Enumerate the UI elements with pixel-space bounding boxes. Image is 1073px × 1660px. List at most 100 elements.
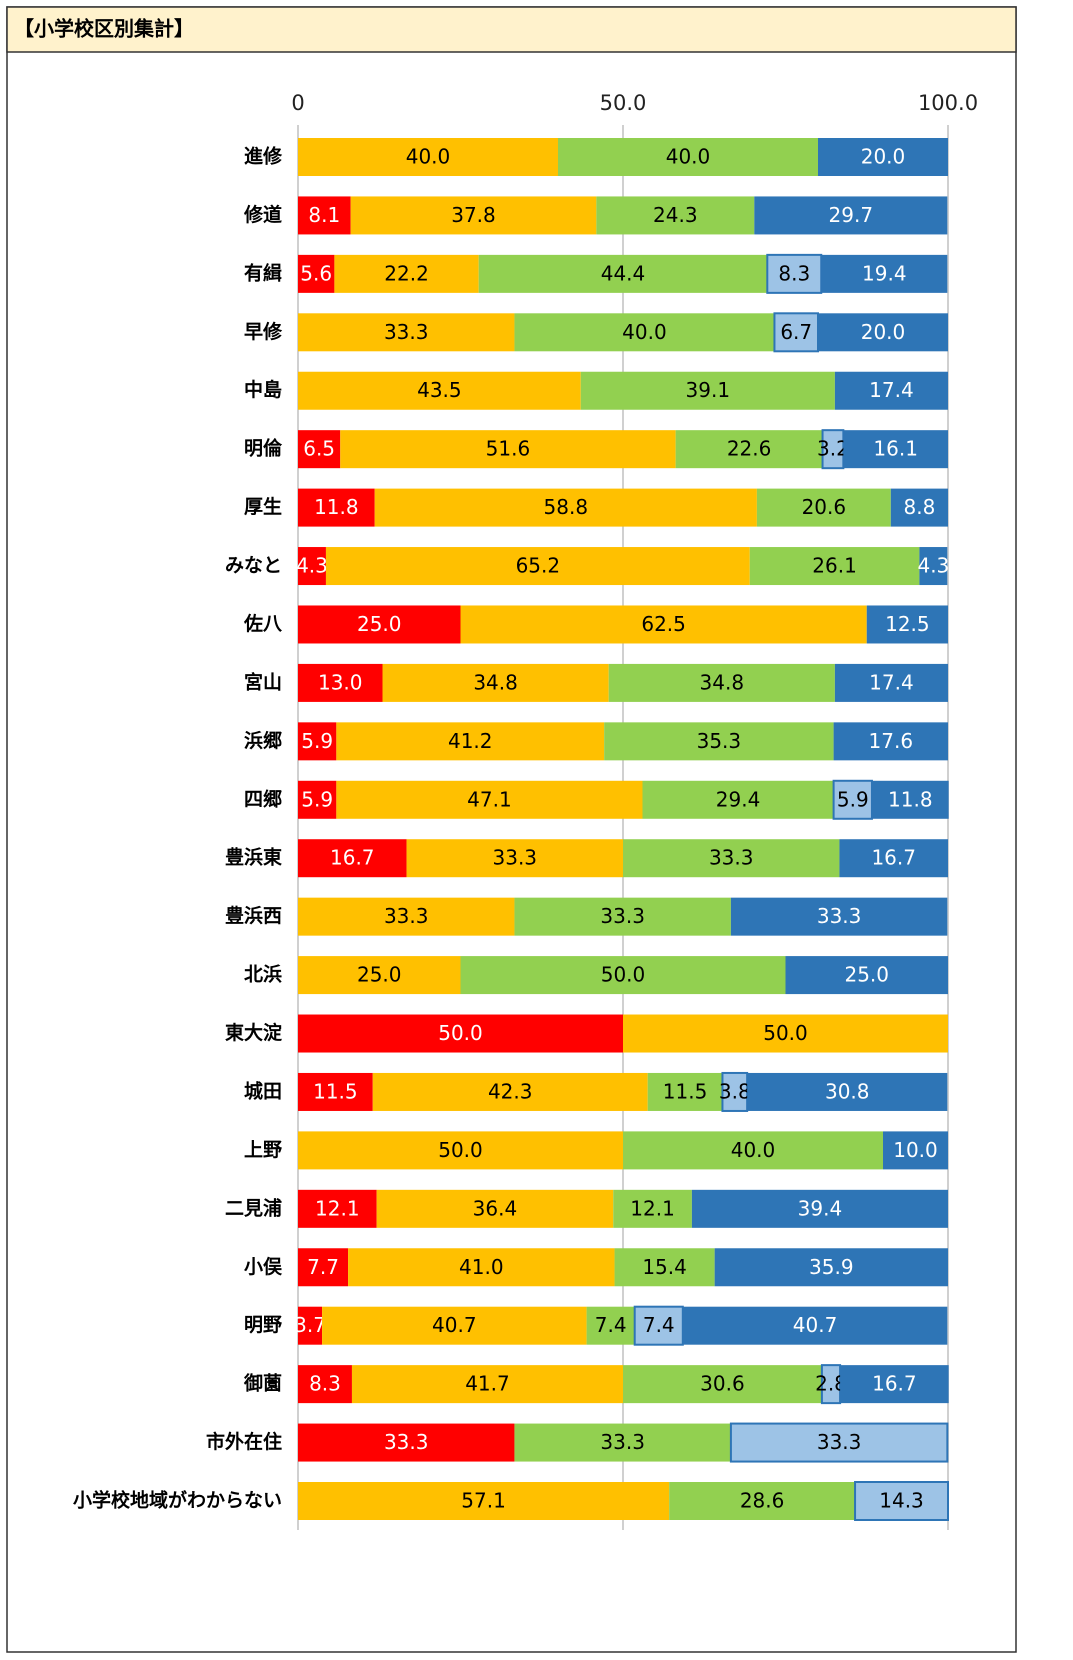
data-label: 16.7	[330, 846, 375, 870]
y-tick-label: 上野	[244, 1139, 282, 1161]
data-label: 16.1	[873, 437, 918, 461]
bar-segment	[614, 1248, 715, 1287]
data-label: 22.6	[727, 437, 772, 461]
data-label: 20.0	[861, 145, 906, 169]
y-tick-label: 早修	[244, 320, 283, 343]
data-label: 16.7	[872, 1372, 917, 1396]
y-tick-label: 東大淀	[225, 1021, 283, 1044]
bar-segment	[586, 1306, 635, 1345]
data-label: 12.5	[885, 612, 930, 636]
data-label: 50.0	[438, 1021, 483, 1045]
bar-segment	[604, 722, 834, 761]
bar-segment	[785, 956, 948, 995]
header	[6, 6, 1017, 53]
bar-segment	[460, 605, 867, 644]
bar-segment	[871, 780, 949, 819]
bar-segment	[754, 196, 948, 235]
data-label: 7.7	[307, 1255, 339, 1279]
bar-segment	[348, 1248, 615, 1287]
data-label: 28.6	[740, 1489, 785, 1513]
data-label: 20.0	[861, 320, 906, 344]
bar-segment	[749, 547, 920, 586]
data-label: 5.9	[301, 729, 333, 753]
bar-segment	[351, 1365, 623, 1404]
bar-segment	[374, 488, 757, 527]
data-label: 29.4	[716, 787, 761, 811]
bar-segment	[298, 1365, 352, 1404]
bar-segment	[623, 1131, 883, 1170]
bar-segment	[376, 1189, 614, 1228]
data-label: 29.7	[829, 203, 874, 227]
data-label: 41.2	[448, 729, 493, 753]
bar-segment	[298, 1482, 670, 1520]
data-label: 50.0	[601, 963, 646, 987]
y-tick-label: 四郷	[244, 787, 282, 810]
data-label: 11.5	[313, 1079, 358, 1103]
chart-title: 【小学校区別集計】	[14, 17, 194, 41]
bar-segment	[298, 313, 515, 352]
y-tick-label: 豊浜西	[225, 904, 282, 927]
data-label: 35.3	[697, 729, 742, 753]
bar-segment	[406, 839, 623, 878]
y-tick-label: 御薗	[243, 1372, 282, 1395]
bar-segment	[890, 488, 948, 527]
data-label: 40.0	[666, 145, 711, 169]
bar-segment	[730, 897, 948, 936]
y-tick-label: 明野	[244, 1314, 282, 1336]
data-label: 7.4	[643, 1313, 675, 1337]
data-label: 5.9	[837, 787, 869, 811]
data-label: 40.0	[622, 320, 667, 344]
data-label: 26.1	[812, 554, 857, 578]
bar-segment	[298, 1131, 623, 1170]
bar-segment	[298, 138, 558, 176]
data-label: 11.8	[314, 495, 359, 519]
bar-segment	[580, 371, 835, 410]
data-label: 11.8	[888, 787, 933, 811]
y-tick-label: 豊浜東	[225, 846, 282, 869]
data-label: 50.0	[438, 1138, 483, 1162]
bar-segment	[623, 1365, 822, 1404]
bar-segment	[608, 663, 835, 702]
bar-segment	[514, 897, 731, 936]
bar-segment	[623, 1014, 948, 1053]
bar-segment	[840, 1365, 949, 1404]
bar-segment	[298, 196, 351, 235]
bar-segment	[596, 196, 755, 235]
y-tick-label: 城田	[244, 1079, 282, 1102]
bar-segment	[919, 547, 948, 586]
data-label: 34.8	[700, 670, 745, 694]
data-label: 40.0	[406, 145, 451, 169]
data-label: 50.0	[763, 1021, 808, 1045]
bar-segment	[298, 1072, 373, 1111]
data-label: 5.6	[300, 261, 332, 285]
bar-segment	[514, 1423, 731, 1462]
data-label: 6.7	[780, 320, 812, 344]
data-label: 34.8	[473, 670, 518, 694]
data-label: 41.0	[459, 1255, 504, 1279]
bar-segment	[821, 254, 948, 293]
bar-segment	[647, 1072, 723, 1111]
data-label: 8.8	[903, 495, 935, 519]
x-tick-label: 50.0	[600, 91, 647, 115]
data-label: 24.3	[653, 203, 698, 227]
data-label: 33.3	[600, 1430, 645, 1454]
bar-segment	[298, 488, 375, 527]
data-label: 4.3	[296, 554, 328, 578]
data-label: 33.3	[600, 904, 645, 928]
bar-segment	[675, 430, 823, 469]
bar-segment	[298, 1306, 323, 1345]
data-label: 12.1	[315, 1196, 360, 1220]
bar-segment	[669, 1482, 856, 1520]
bar-segment	[298, 1423, 515, 1462]
bar-segment	[340, 430, 676, 469]
data-label: 33.3	[384, 320, 429, 344]
bar-segment	[854, 1481, 949, 1521]
bar-segment	[460, 956, 786, 995]
data-label: 44.4	[601, 261, 646, 285]
bar-segment	[350, 196, 597, 235]
bar-segment	[336, 722, 605, 761]
bar-segment	[514, 313, 775, 352]
bar-segment	[834, 371, 948, 410]
bar-segment	[298, 839, 407, 878]
